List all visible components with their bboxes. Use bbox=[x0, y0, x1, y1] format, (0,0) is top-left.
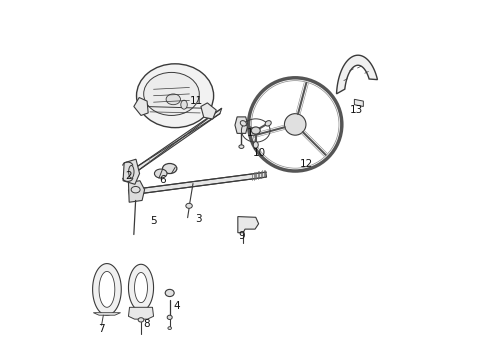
Polygon shape bbox=[123, 159, 140, 184]
Polygon shape bbox=[128, 307, 153, 319]
Ellipse shape bbox=[129, 166, 134, 178]
Text: 9: 9 bbox=[238, 231, 245, 240]
Ellipse shape bbox=[186, 203, 192, 208]
Ellipse shape bbox=[240, 121, 246, 126]
Text: 12: 12 bbox=[299, 159, 313, 169]
Ellipse shape bbox=[165, 289, 174, 297]
Text: 11: 11 bbox=[190, 96, 203, 106]
Ellipse shape bbox=[163, 163, 177, 174]
Polygon shape bbox=[201, 103, 216, 119]
Ellipse shape bbox=[131, 186, 140, 193]
Ellipse shape bbox=[251, 127, 260, 134]
Ellipse shape bbox=[154, 169, 167, 178]
Polygon shape bbox=[93, 313, 121, 315]
Polygon shape bbox=[238, 217, 259, 233]
Polygon shape bbox=[337, 55, 377, 94]
Polygon shape bbox=[93, 264, 122, 315]
Ellipse shape bbox=[138, 318, 144, 322]
Ellipse shape bbox=[239, 145, 244, 148]
Text: 10: 10 bbox=[253, 148, 266, 158]
Polygon shape bbox=[99, 271, 115, 307]
Ellipse shape bbox=[265, 121, 271, 126]
Text: 8: 8 bbox=[143, 319, 149, 329]
Polygon shape bbox=[354, 99, 364, 107]
Circle shape bbox=[285, 114, 306, 135]
Polygon shape bbox=[128, 181, 145, 202]
Ellipse shape bbox=[253, 141, 258, 148]
Ellipse shape bbox=[137, 64, 214, 128]
Ellipse shape bbox=[181, 100, 187, 109]
Ellipse shape bbox=[144, 72, 199, 116]
Text: 1: 1 bbox=[247, 129, 254, 138]
Ellipse shape bbox=[166, 94, 180, 105]
Polygon shape bbox=[128, 264, 153, 311]
Text: 3: 3 bbox=[195, 215, 202, 224]
Polygon shape bbox=[128, 172, 267, 195]
Text: 13: 13 bbox=[349, 105, 363, 115]
Polygon shape bbox=[235, 117, 248, 134]
Text: 7: 7 bbox=[98, 324, 105, 334]
Text: 2: 2 bbox=[125, 171, 132, 181]
Text: 4: 4 bbox=[173, 301, 180, 311]
Ellipse shape bbox=[167, 315, 172, 319]
Ellipse shape bbox=[168, 327, 172, 329]
Polygon shape bbox=[136, 108, 221, 172]
Text: 5: 5 bbox=[150, 216, 157, 226]
Polygon shape bbox=[134, 98, 148, 116]
Text: 6: 6 bbox=[159, 175, 166, 185]
Polygon shape bbox=[135, 273, 147, 303]
